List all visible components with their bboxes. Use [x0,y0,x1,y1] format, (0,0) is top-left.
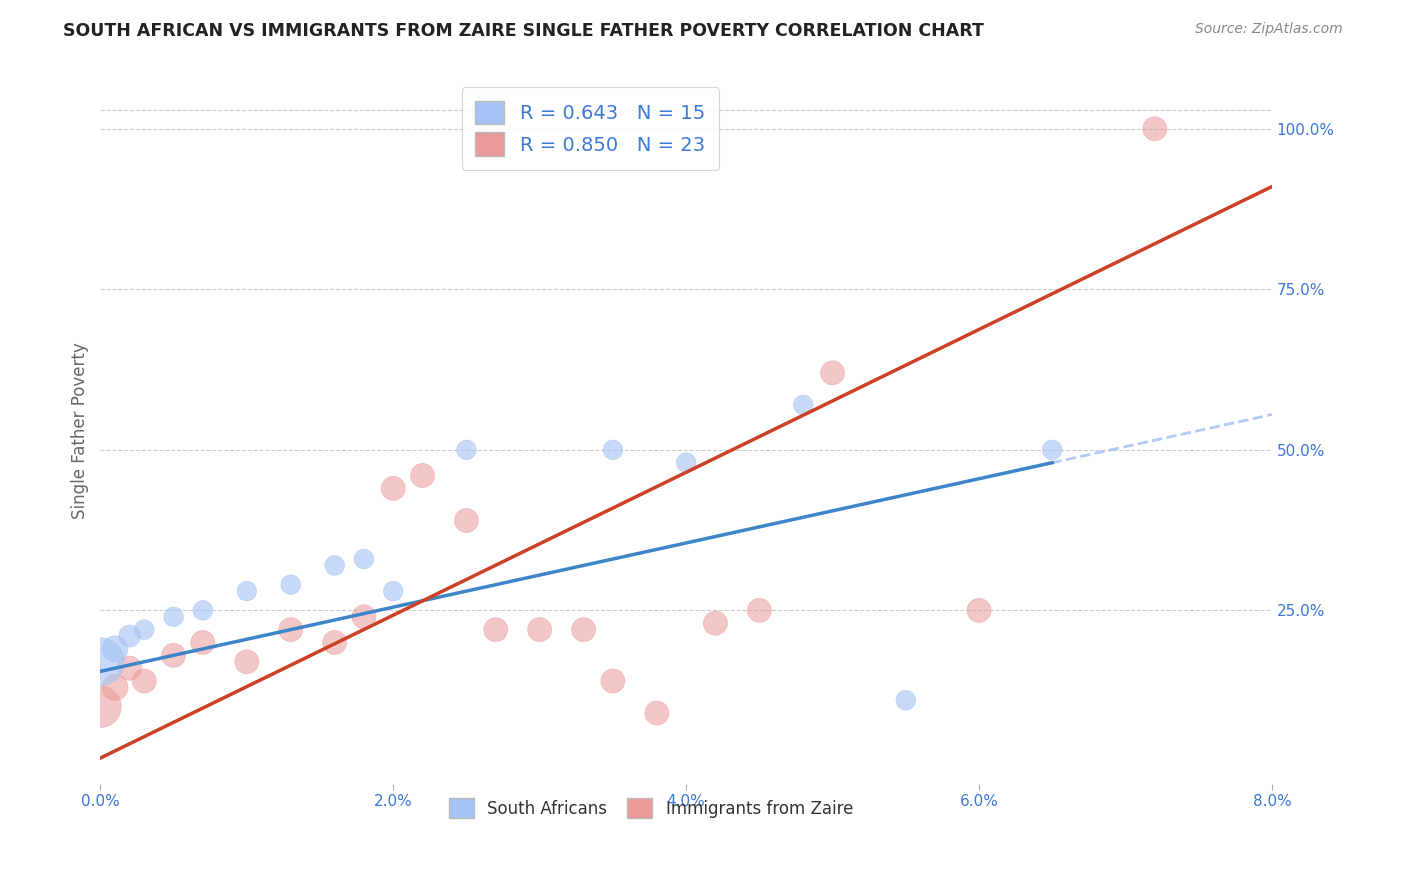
Point [353,552,375,566]
Point [748,603,770,617]
Point [529,623,551,637]
Point [89,655,111,669]
Point [675,456,697,470]
Point [134,623,156,637]
Point [382,482,405,496]
Point [134,673,156,688]
Point [1143,121,1166,136]
Point [89,699,111,714]
Text: SOUTH AFRICAN VS IMMIGRANTS FROM ZAIRE SINGLE FATHER POVERTY CORRELATION CHART: SOUTH AFRICAN VS IMMIGRANTS FROM ZAIRE S… [63,22,984,40]
Point [792,398,814,412]
Point [323,635,346,649]
Point [162,609,184,624]
Point [602,442,624,457]
Point [118,661,141,675]
Point [104,641,127,656]
Point [1040,442,1063,457]
Legend: South Africans, Immigrants from Zaire: South Africans, Immigrants from Zaire [443,791,859,825]
Y-axis label: Single Father Poverty: Single Father Poverty [72,343,89,519]
Point [704,616,727,631]
Point [353,609,375,624]
Point [602,673,624,688]
Point [572,623,595,637]
Point [967,603,990,617]
Point [382,584,405,599]
Point [118,629,141,643]
Point [645,706,668,720]
Point [323,558,346,573]
Point [280,623,302,637]
Point [236,655,259,669]
Point [162,648,184,663]
Point [485,623,508,637]
Point [894,693,917,707]
Point [104,681,127,695]
Point [412,468,434,483]
Point [456,442,478,457]
Point [191,603,214,617]
Point [456,513,478,527]
Point [821,366,844,380]
Point [236,584,259,599]
Point [191,635,214,649]
Point [280,577,302,591]
Text: Source: ZipAtlas.com: Source: ZipAtlas.com [1195,22,1343,37]
